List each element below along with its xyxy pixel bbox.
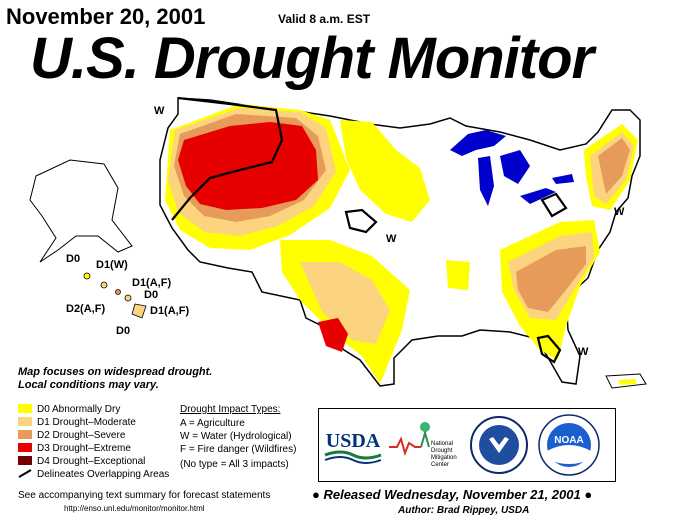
- lake-ontario: [552, 174, 574, 184]
- release-date: ● Released Wednesday, November 21, 2001 …: [312, 487, 593, 502]
- label-hi-d1w: D1(W): [96, 259, 128, 271]
- impact-note: (No type = All 3 impacts): [180, 459, 289, 470]
- hawaii: [83, 272, 147, 319]
- lake-huron: [500, 150, 530, 184]
- d0-dakotas: [340, 120, 430, 222]
- usda-logo-text: USDA: [326, 430, 381, 452]
- legend-label-d4: D4 Drought–Exceptional: [37, 456, 146, 467]
- d3-northwest: [178, 122, 318, 210]
- label-w-plains: W: [386, 233, 397, 245]
- agency-logos: USDA National Drought Mitigation Center …: [318, 408, 616, 482]
- overlap-boundary-plains: [344, 208, 378, 234]
- map-note-line1: Map focuses on widespread drought.: [18, 366, 213, 378]
- label-w-northwest: W: [154, 105, 165, 117]
- page-title: U.S. Drought Monitor: [30, 26, 594, 91]
- hawaii-maui: [124, 294, 132, 302]
- d1-texas: [300, 262, 390, 344]
- lake-superior: [450, 130, 506, 156]
- legend-label-d2: D2 Drought–Severe: [37, 430, 126, 441]
- map-note-line2: Local conditions may vary.: [18, 379, 159, 391]
- noaa-logo-text: NOAA: [554, 435, 583, 446]
- d2-southeast: [516, 246, 586, 312]
- legend-label-d3: D3 Drought–Extreme: [37, 443, 131, 454]
- agency-logos-graphic: USDA National Drought Mitigation Center …: [324, 414, 600, 476]
- hawaii-oahu: [100, 281, 108, 289]
- impact-agriculture: A = Agriculture: [180, 418, 245, 429]
- ndmc-text-1: National: [431, 441, 453, 447]
- legend-label-d1: D1 Drought–Moderate: [37, 417, 136, 428]
- doc-seal-logo: [470, 416, 528, 474]
- legend-item-d3: D3 Drought–Extreme: [18, 443, 131, 454]
- d0-ozarks: [446, 260, 470, 290]
- alaska: [29, 159, 133, 263]
- ndmc-text-2: Drought: [431, 448, 453, 454]
- legend-item-d4: D4 Drought–Exceptional: [18, 456, 145, 467]
- footer-summary: See accompanying text summary for foreca…: [18, 490, 271, 501]
- label-hi-d2af: D2(A,F): [66, 303, 105, 315]
- valid-time: Valid 8 a.m. EST: [278, 12, 371, 26]
- label-hi-d0-mid: D0: [144, 289, 158, 301]
- label-hi-d0-top: D0: [66, 253, 80, 265]
- hawaii-kauai: [83, 272, 91, 280]
- d3-west-texas: [318, 318, 348, 352]
- legend-label-d0: D0 Abnormally Dry: [37, 404, 121, 415]
- legend-item-d1: D1 Drought–Moderate: [18, 417, 136, 428]
- overlap-boundary-northwest: [171, 96, 284, 221]
- legend-swatch-d1: [18, 417, 32, 426]
- boundary-line-icon: [18, 469, 32, 478]
- puerto-rico-d0: [618, 379, 636, 385]
- lake-erie: [520, 188, 556, 204]
- legend-swatch-d3: [18, 443, 32, 452]
- footer-url[interactable]: http://enso.unl.edu/monitor/monitor.html: [64, 504, 205, 513]
- overlap-boundary-northeast: [540, 192, 568, 218]
- author-credit: Author: Brad Rippey, USDA: [398, 505, 530, 516]
- hawaii-big-island: [131, 303, 147, 319]
- drought-map: W W W W D0 D1(W) D1(A,F) D0 D2(A,F) D1(A…: [29, 96, 647, 389]
- noaa-logo: NOAA: [538, 414, 600, 476]
- legend-item-d0: D0 Abnormally Dry: [18, 404, 120, 415]
- map-date: November 20, 2001: [6, 4, 206, 29]
- legend-item-d2: D2 Drought–Severe: [18, 430, 125, 441]
- impact-water: W = Water (Hydrological): [180, 431, 292, 442]
- legend-label-boundary: Delineates Overlapping Areas: [37, 469, 170, 480]
- lake-michigan: [478, 156, 494, 206]
- label-hi-d0-bottom: D0: [116, 325, 130, 337]
- label-hi-d1af-b: D1(A,F): [150, 305, 189, 317]
- hawaii-molokai: [115, 289, 121, 295]
- overlap-boundary-florida: [536, 334, 562, 364]
- label-hi-d1af-a: D1(A,F): [132, 277, 171, 289]
- ndmc-text-3: Mitigation: [431, 455, 457, 461]
- legend-swatch-d4: [18, 456, 32, 465]
- legend-swatch-d0: [18, 404, 32, 413]
- impact-types-heading: Drought Impact Types:: [180, 404, 281, 415]
- ndmc-logo: National Drought Mitigation Center: [389, 422, 457, 468]
- great-lakes: [450, 130, 574, 206]
- impact-fire: F = Fire danger (Wildfires): [180, 444, 297, 455]
- usda-logo: USDA: [324, 429, 382, 464]
- label-w-florida: W: [578, 346, 589, 358]
- d2-northeast: [598, 138, 630, 194]
- release-date-text: Released Wednesday, November 21, 2001: [323, 487, 581, 502]
- legend-swatch-d2: [18, 430, 32, 439]
- ndmc-text-4: Center: [431, 462, 449, 468]
- legend-item-boundary: Delineates Overlapping Areas: [18, 469, 169, 480]
- label-w-northeast: W: [614, 206, 625, 218]
